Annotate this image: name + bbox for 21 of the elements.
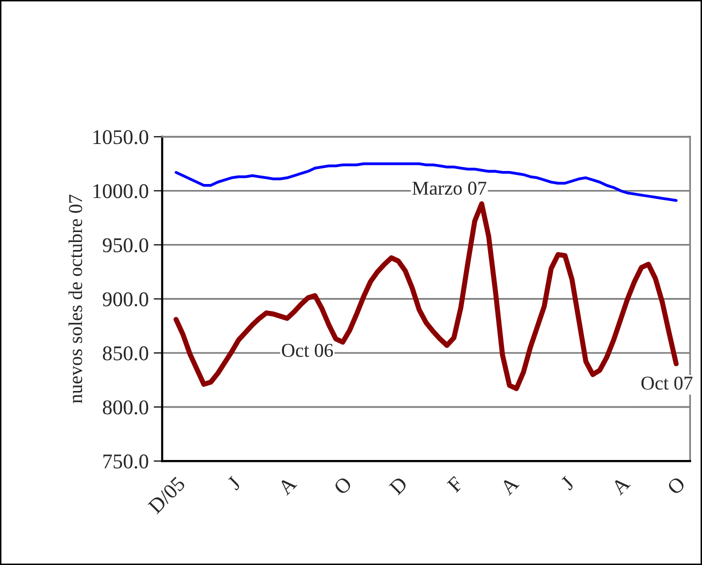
x-tick-label: J <box>226 476 242 491</box>
x-tick-label: A <box>277 476 298 496</box>
y-tick-label: 800.0 <box>102 400 148 415</box>
y-tick-label: 900.0 <box>102 292 148 306</box>
y-tick-label: 850.0 <box>102 346 148 360</box>
y-tick-label: 950.0 <box>102 238 148 252</box>
x-tick-label: F <box>446 476 464 493</box>
x-tick-label: O <box>666 476 686 496</box>
x-tick-label: A <box>499 476 520 496</box>
y-tick-label: 1050.0 <box>94 130 148 144</box>
x-tick-label: O <box>333 476 353 496</box>
x-tick-label: D <box>388 476 408 496</box>
annotation: Oct 07 <box>641 376 692 390</box>
annotation: Oct 06 <box>282 344 333 357</box>
annotation: Marzo 07 <box>412 182 486 195</box>
x-tick-label: A <box>610 476 631 496</box>
y-axis-title: nuevos soles de octubre 07 <box>68 194 82 404</box>
y-tick-label: 1000.0 <box>94 184 148 198</box>
line-series <box>174 162 678 202</box>
y-tick-label: 750.0 <box>103 454 148 469</box>
x-tick-label: J <box>560 476 576 491</box>
